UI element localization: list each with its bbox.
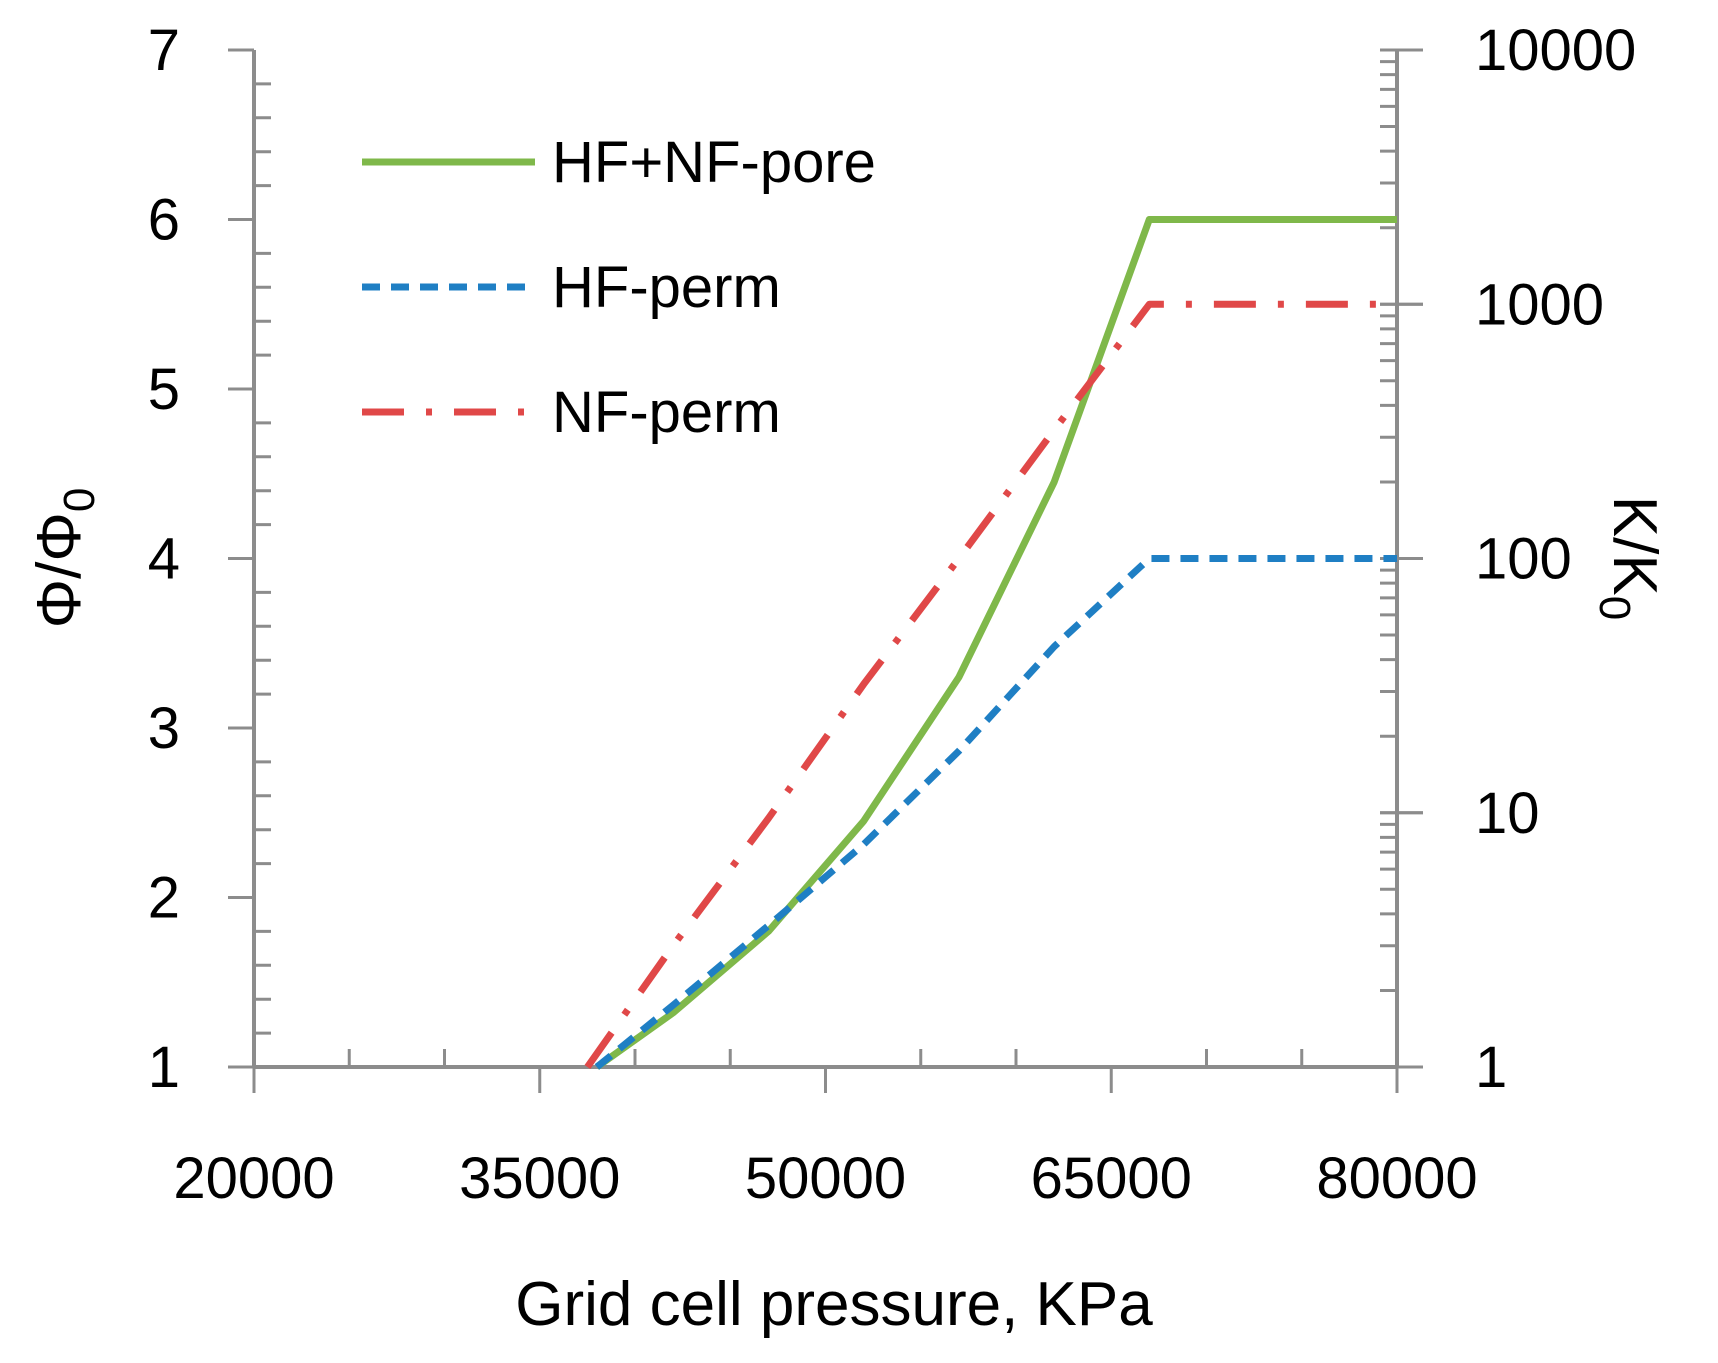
- legend-label: HF-perm: [552, 255, 781, 320]
- left-tick-label: 4: [148, 527, 180, 592]
- right-axis-title-sub: 0: [1590, 596, 1639, 620]
- right-tick-label: 100: [1475, 527, 1572, 592]
- svg-text:K/K0: K/K0: [1590, 496, 1669, 620]
- left-tick-label: 3: [148, 696, 180, 761]
- left-axis-tick-labels: 1 2 3 4 5 6 7: [148, 18, 180, 1100]
- x-tick-label: 80000: [1316, 1146, 1477, 1211]
- left-tick-label: 7: [148, 18, 180, 83]
- left-tick-label: 2: [148, 866, 180, 931]
- left-axis-ticks: [228, 48, 271, 1069]
- x-axis-title: Grid cell pressure, KPa: [515, 1270, 1153, 1339]
- svg-text:Φ/Φ0: Φ/Φ0: [25, 488, 104, 629]
- right-tick-label: 10: [1475, 781, 1540, 846]
- series-line-hf-perm: [594, 555, 1397, 1070]
- right-axis-tick-labels: 1 10 100 1000 10000: [1475, 18, 1636, 1100]
- series-layer: [584, 216, 1397, 1070]
- left-tick-label: 1: [148, 1035, 180, 1100]
- plot-area: [228, 48, 1423, 1093]
- left-axis-title-base: Φ/Φ: [25, 512, 94, 628]
- legend-label: HF+NF-pore: [552, 130, 876, 195]
- right-axis-title: K/K0: [1590, 496, 1669, 620]
- right-axis-ticks: [1380, 48, 1423, 1069]
- series-line-hf-nf-pore: [594, 216, 1397, 1070]
- x-axis-tick-labels: 20000 35000 50000 65000 80000: [173, 1146, 1477, 1211]
- left-axis-title-sub: 0: [55, 488, 104, 512]
- x-tick-label: 50000: [745, 1146, 906, 1211]
- right-tick-label: 1: [1475, 1035, 1507, 1100]
- legend: HF+NF-pore HF-perm NF-perm: [362, 130, 876, 445]
- right-tick-label: 10000: [1475, 18, 1636, 83]
- x-tick-label: 65000: [1031, 1146, 1192, 1211]
- right-tick-label: 1000: [1475, 272, 1604, 337]
- right-axis-title-base: K/K: [1600, 496, 1669, 596]
- left-tick-label: 6: [148, 188, 180, 253]
- series-line-nf-perm: [584, 300, 1397, 1070]
- left-axis-title: Φ/Φ0: [25, 488, 104, 629]
- x-axis-ticks: [252, 1049, 1399, 1093]
- legend-label: NF-perm: [552, 380, 781, 445]
- x-tick-label: 35000: [459, 1146, 620, 1211]
- x-tick-label: 20000: [173, 1146, 334, 1211]
- left-tick-label: 5: [148, 357, 180, 422]
